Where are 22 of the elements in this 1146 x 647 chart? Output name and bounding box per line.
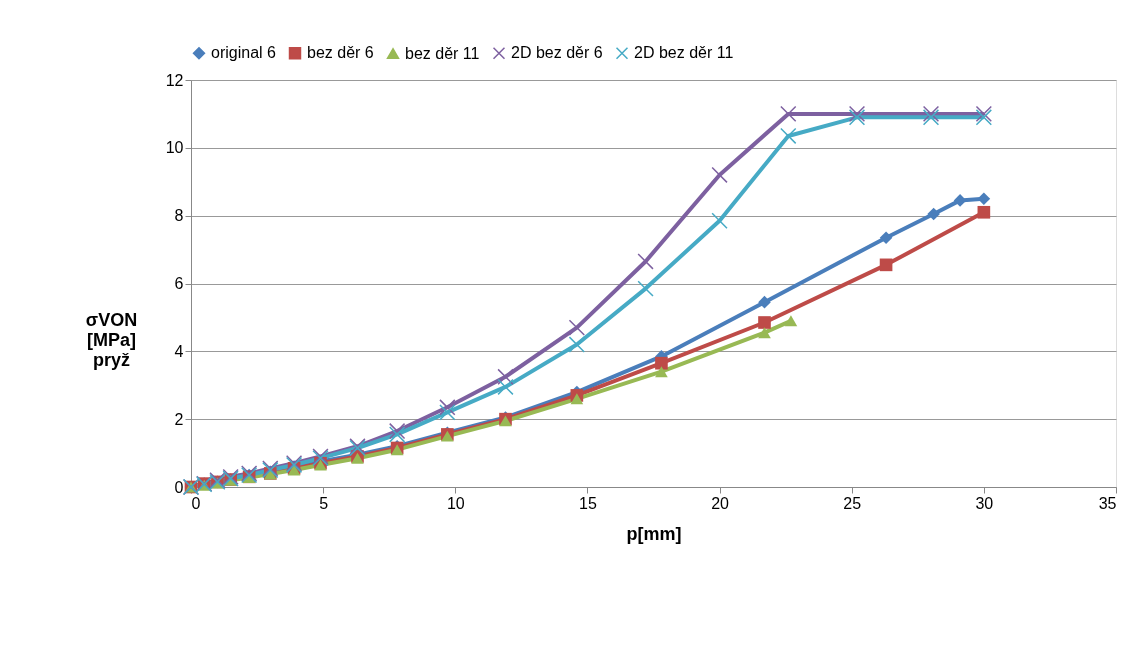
y-tick-label: 8 <box>174 207 184 225</box>
legend-label: 2D bez děr 6 <box>511 44 603 62</box>
y-axis-title: σVON [MPa] pryž <box>85 309 138 370</box>
y-tick-label: 10 <box>165 139 184 157</box>
x-tick-label: 30 <box>975 494 994 512</box>
x-tick-label: 10 <box>446 494 465 512</box>
y-tick-label: 2 <box>174 410 184 428</box>
x-tick-label: 15 <box>579 494 597 512</box>
x-tick-label: 25 <box>843 494 862 512</box>
x-axis-title: p[mm] <box>626 523 682 544</box>
legend-label: 2D bez děr 11 <box>634 44 734 62</box>
y-tick-label: 6 <box>174 275 184 292</box>
y-tick-label: 12 <box>165 71 184 89</box>
x-tick-label: 20 <box>711 494 730 512</box>
y-tick-label: 4 <box>174 342 184 360</box>
x-tick-label: 5 <box>319 494 329 512</box>
legend-label: bez děr 6 <box>307 44 374 62</box>
x-tick-label: 35 <box>1098 494 1117 512</box>
legend-label: bez děr 11 <box>405 44 480 62</box>
y-tick-label: 0 <box>174 478 184 496</box>
x-tick-label: 0 <box>191 494 201 512</box>
legend-label: original 6 <box>211 44 277 62</box>
